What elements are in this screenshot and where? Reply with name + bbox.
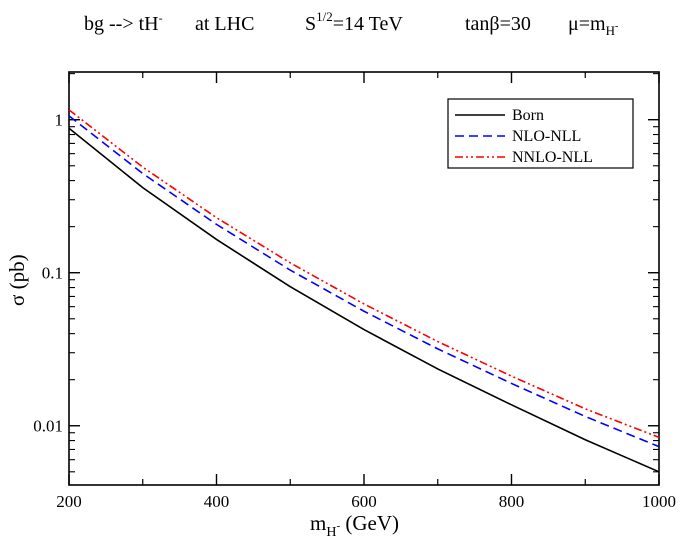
title-process: bg --> tH (84, 13, 159, 35)
series-group (68, 109, 660, 473)
y-tick-label: 0.01 (33, 417, 63, 436)
series-line-born (68, 127, 660, 473)
title-energy-value: =14 TeV (333, 13, 404, 35)
chart-title: bg --> tH-at LHC S1/2=14 TeV tanβ=30 μ=mH- (84, 9, 618, 38)
title-energy-base: S (305, 13, 316, 35)
title-energy-sup: 1/2 (316, 9, 333, 24)
title-tanbeta: tanβ=30 (465, 13, 531, 35)
legend: Born NLO-NLL NNLO-NLL (447, 98, 634, 169)
legend-label-nnlo-nll: NNLO-NLL (512, 149, 593, 166)
legend-label-born: Born (512, 107, 544, 124)
x-tick-label: 600 (351, 492, 377, 511)
y-tick-label: 1 (55, 111, 64, 130)
title-scale-sub: H (606, 23, 615, 38)
x-label-sub: H (326, 525, 336, 540)
y-axis-label: σ (pb) (5, 254, 29, 306)
x-axis-label: mH- (GeV) (310, 511, 399, 540)
axis-ticks: 200 400 600 800 1000 0.01 0.1 1 (33, 72, 676, 511)
series-line-nlo-nll (68, 115, 660, 448)
title-scale-subsup: - (615, 21, 618, 32)
x-tick-label: 200 (56, 492, 82, 511)
x-tick-label: 800 (499, 492, 525, 511)
x-tick-label: 400 (204, 492, 230, 511)
series-line-nnlo-nll (68, 109, 660, 439)
x-tick-label: 1000 (642, 492, 676, 511)
legend-items: Born NLO-NLL NNLO-NLL (455, 107, 593, 166)
x-label-rest: (GeV) (340, 511, 399, 535)
title-scale-base: μ=m (568, 13, 606, 35)
legend-label-nlo-nll: NLO-NLL (512, 128, 581, 145)
title-collider: at LHC (195, 13, 254, 35)
x-label-subsup: - (336, 520, 340, 532)
title-process-sup: - (159, 11, 163, 25)
x-label-base: m (310, 511, 326, 535)
y-tick-label: 0.1 (42, 264, 63, 283)
